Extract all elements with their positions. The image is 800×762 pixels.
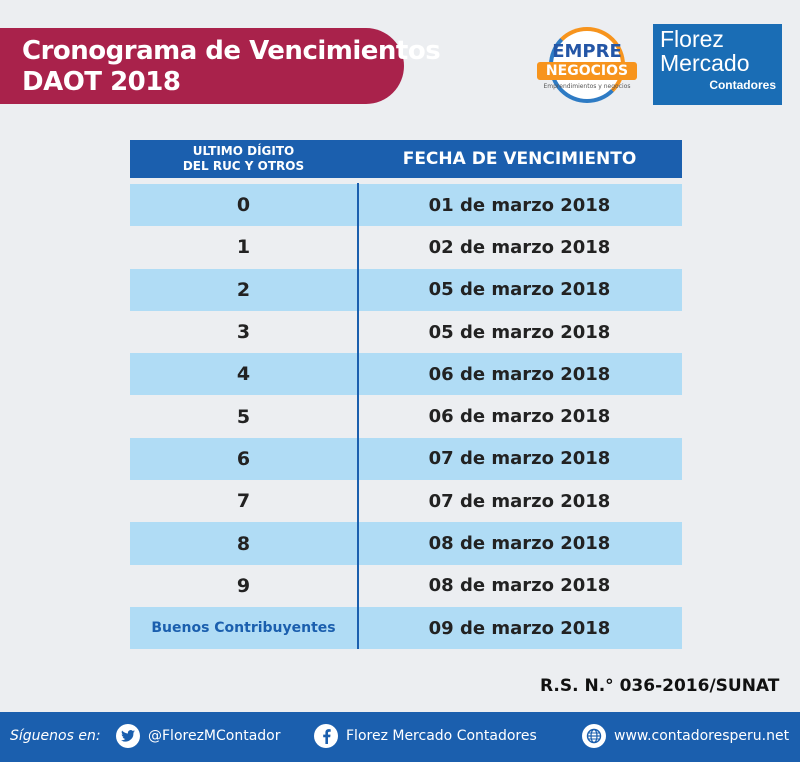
col-date-header: FECHA DE VENCIMIENTO <box>402 149 637 169</box>
logo-contadores-text: Contadores <box>709 78 776 92</box>
ruc-digit-cell: 4 <box>236 363 251 386</box>
table-row: 3 05 de marzo 2018 <box>130 311 682 353</box>
resolution-reference: R.S. N.° 036-2016/SUNAT <box>540 676 780 696</box>
table-row: 2 05 de marzo 2018 <box>130 268 682 311</box>
page-title: Cronograma de Vencimientos <box>22 36 441 66</box>
table-row: 7 07 de marzo 2018 <box>130 480 682 522</box>
facebook-link[interactable]: Florez Mercado Contadores <box>314 724 537 748</box>
table-body: 0 01 de marzo 2018 1 02 de marzo 2018 2 05 de… <box>130 184 682 650</box>
due-date-cell: 06 de marzo 2018 <box>428 406 611 428</box>
due-date-cell: 07 de marzo 2018 <box>428 448 611 470</box>
ruc-digit-cell: 0 <box>236 194 251 217</box>
twitter-icon <box>116 724 140 748</box>
ruc-digit-cell: 6 <box>236 447 251 470</box>
due-date-cell: 07 de marzo 2018 <box>428 490 611 512</box>
ruc-digit-cell: 2 <box>236 278 251 301</box>
table-row: 4 06 de marzo 2018 <box>130 353 682 396</box>
col-digit-header-line1: ULTIMO DÍGITO <box>192 144 295 158</box>
due-date-cell: 05 de marzo 2018 <box>428 279 611 301</box>
table-row: Buenos Contribuyentes 09 de marzo 2018 <box>130 606 682 650</box>
follow-label: Síguenos en: <box>10 728 101 744</box>
title-banner: Cronograma de Vencimientos DAOT 2018 <box>0 28 441 104</box>
footer-bar: Síguenos en: @FlorezMContador Florez Mer… <box>0 712 800 762</box>
facebook-icon <box>314 724 338 748</box>
ruc-digit-cell: Buenos Contribuyentes <box>151 620 336 637</box>
ruc-digit-cell: 1 <box>236 236 251 259</box>
twitter-handle: @FlorezMContador <box>148 728 281 744</box>
twitter-link[interactable]: @FlorezMContador <box>116 724 281 748</box>
logo-empre-text: EMPRE <box>552 41 622 62</box>
ruc-digit-cell: 9 <box>236 574 251 597</box>
globe-icon <box>582 724 606 748</box>
page-subtitle: DAOT 2018 <box>22 67 181 97</box>
table-row: 0 01 de marzo 2018 <box>130 184 682 227</box>
due-date-cell: 01 de marzo 2018 <box>428 194 611 216</box>
due-date-cell: 06 de marzo 2018 <box>428 363 611 385</box>
ruc-digit-cell: 3 <box>236 321 251 344</box>
table-row: 6 07 de marzo 2018 <box>130 437 682 481</box>
due-date-cell: 02 de marzo 2018 <box>428 236 611 258</box>
logo-florez-text: Florez <box>660 26 724 52</box>
table-row: 8 08 de marzo 2018 <box>130 522 682 565</box>
facebook-page: Florez Mercado Contadores <box>346 728 537 744</box>
due-date-cell: 08 de marzo 2018 <box>428 533 611 555</box>
due-date-cell: 08 de marzo 2018 <box>428 575 611 597</box>
logo-mercado-text: Mercado <box>660 50 750 76</box>
col-digit-header: ULTIMO DÍGITO DEL RUC Y OTROS <box>130 140 357 178</box>
empre-negocios-logo: EMPRE NEGOCIOS Emprendimientos y negocio… <box>533 27 641 103</box>
website-link[interactable]: www.contadoresperu.net <box>582 724 789 748</box>
schedule-table: ULTIMO DÍGITO DEL RUC Y OTROS FECHA DE V… <box>130 140 682 650</box>
ruc-digit-cell: 8 <box>236 532 251 555</box>
column-divider <box>357 183 359 649</box>
table-header: ULTIMO DÍGITO DEL RUC Y OTROS FECHA DE V… <box>130 140 682 178</box>
website-url: www.contadoresperu.net <box>614 728 790 744</box>
table-row: 9 08 de marzo 2018 <box>130 565 682 607</box>
ruc-digit-cell: 7 <box>236 490 251 513</box>
logo-negocios-text: NEGOCIOS <box>537 62 637 80</box>
ruc-digit-cell: 5 <box>236 405 251 428</box>
due-date-cell: 09 de marzo 2018 <box>428 617 611 639</box>
due-date-cell: 05 de marzo 2018 <box>428 321 611 343</box>
table-row: 5 06 de marzo 2018 <box>130 395 682 437</box>
col-digit-header-line2: DEL RUC Y OTROS <box>182 159 305 173</box>
florez-mercado-logo: Florez Mercado Contadores <box>653 24 782 105</box>
table-row: 1 02 de marzo 2018 <box>130 226 682 268</box>
logo-tagline: Emprendimientos y negocios <box>543 83 631 90</box>
